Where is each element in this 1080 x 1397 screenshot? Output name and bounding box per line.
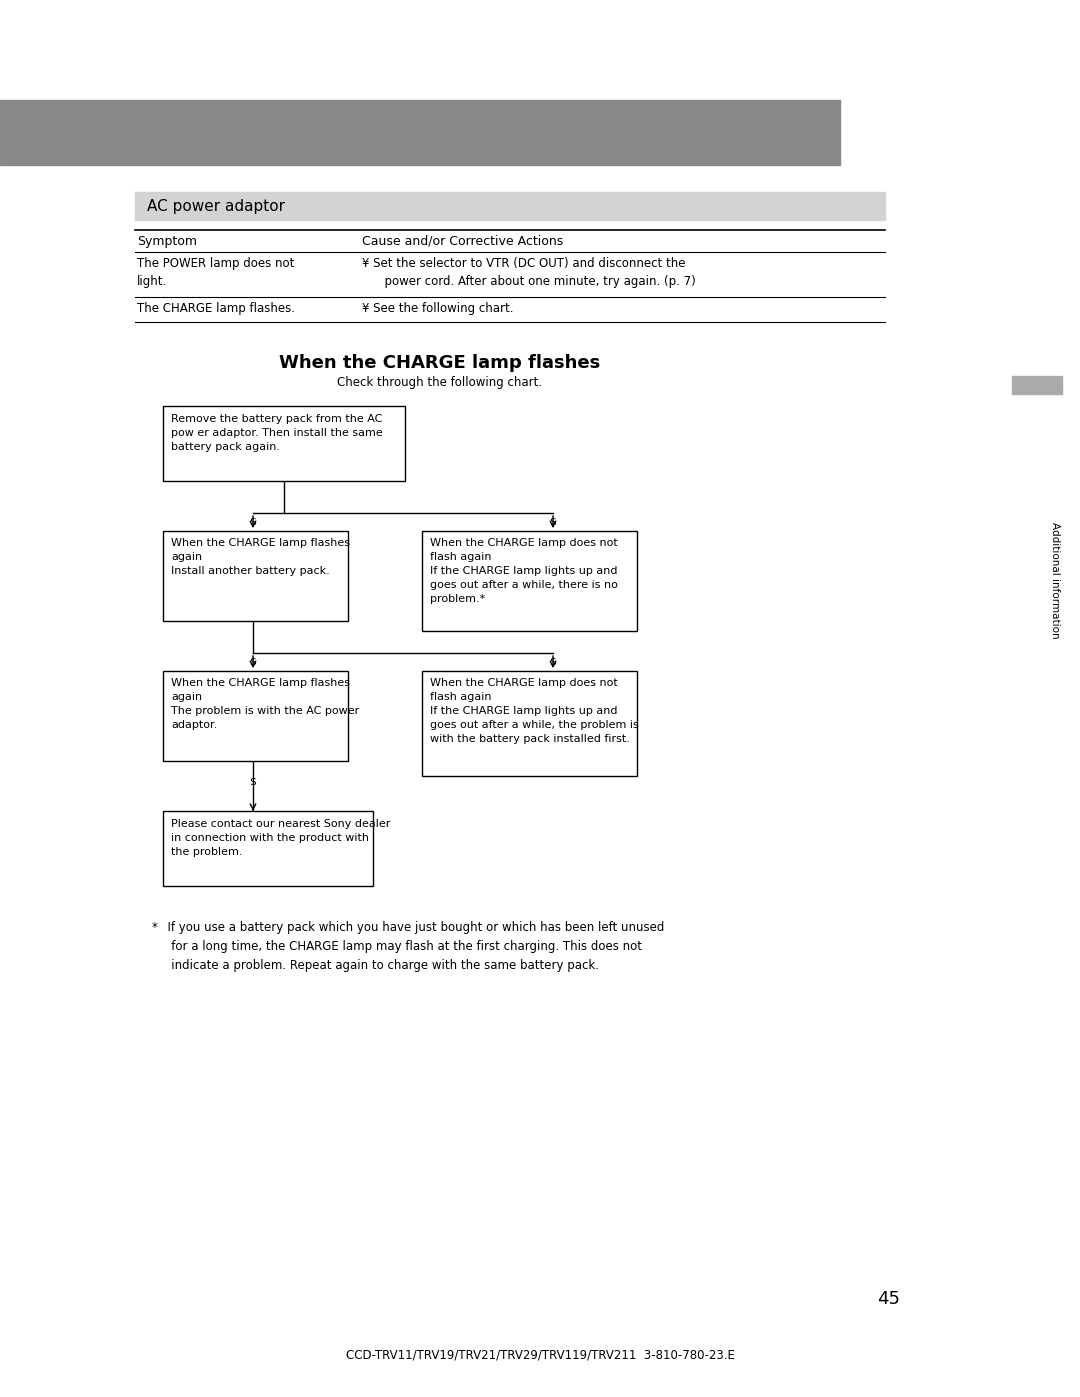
Bar: [163, 407, 405, 481]
Bar: [163, 531, 348, 622]
Text: ¥ Set the selector to VTR (DC OUT) and disconnect the
      power cord. After ab: ¥ Set the selector to VTR (DC OUT) and d…: [362, 257, 696, 288]
Text: *: *: [152, 921, 158, 935]
Text: Remove the battery pack from the AC
pow er adaptor. Then install the same
batter: Remove the battery pack from the AC pow …: [171, 414, 382, 453]
Text: Cause and/or Corrective Actions: Cause and/or Corrective Actions: [362, 235, 564, 249]
Bar: [422, 671, 637, 775]
Bar: [1012, 376, 1062, 394]
Text: AC power adaptor: AC power adaptor: [147, 198, 285, 214]
Text: When the CHARGE lamp flashes: When the CHARGE lamp flashes: [280, 353, 600, 372]
Bar: [163, 671, 348, 761]
Text: Additional information: Additional information: [1050, 521, 1059, 638]
Text: When the CHARGE lamp does not
flash again
If the CHARGE lamp lights up and
goes : When the CHARGE lamp does not flash agai…: [430, 678, 638, 745]
Text: $: $: [550, 657, 556, 666]
Text: 45: 45: [877, 1289, 900, 1308]
Text: Check through the following chart.: Check through the following chart.: [337, 376, 542, 388]
Text: $: $: [249, 515, 257, 527]
Text: When the CHARGE lamp flashes
again
The problem is with the AC power
adaptor.: When the CHARGE lamp flashes again The p…: [171, 678, 360, 731]
Text: Please contact our nearest Sony dealer
in connection with the product with
the p: Please contact our nearest Sony dealer i…: [171, 819, 390, 856]
Bar: [0, 101, 840, 165]
Bar: [135, 191, 885, 219]
Bar: [163, 812, 373, 886]
Text: $: $: [249, 775, 257, 787]
Text: CCD-TRV11/TRV19/TRV21/TRV29/TRV119/TRV211  3-810-780-23.E: CCD-TRV11/TRV19/TRV21/TRV29/TRV119/TRV21…: [346, 1348, 734, 1361]
Text: $: $: [550, 515, 556, 527]
Text: ¥ See the following chart.: ¥ See the following chart.: [362, 302, 513, 314]
Text: The CHARGE lamp flashes.: The CHARGE lamp flashes.: [137, 302, 295, 314]
Text: When the CHARGE lamp does not
flash again
If the CHARGE lamp lights up and
goes : When the CHARGE lamp does not flash agai…: [430, 538, 618, 604]
Text: When the CHARGE lamp flashes
again
Install another battery pack.: When the CHARGE lamp flashes again Insta…: [171, 538, 350, 576]
Text: $: $: [249, 657, 257, 666]
Bar: [422, 531, 637, 631]
Text: The POWER lamp does not
light.: The POWER lamp does not light.: [137, 257, 295, 288]
Text: Symptom: Symptom: [137, 235, 197, 249]
Text: If you use a battery pack which you have just bought or which has been left unus: If you use a battery pack which you have…: [160, 921, 664, 972]
